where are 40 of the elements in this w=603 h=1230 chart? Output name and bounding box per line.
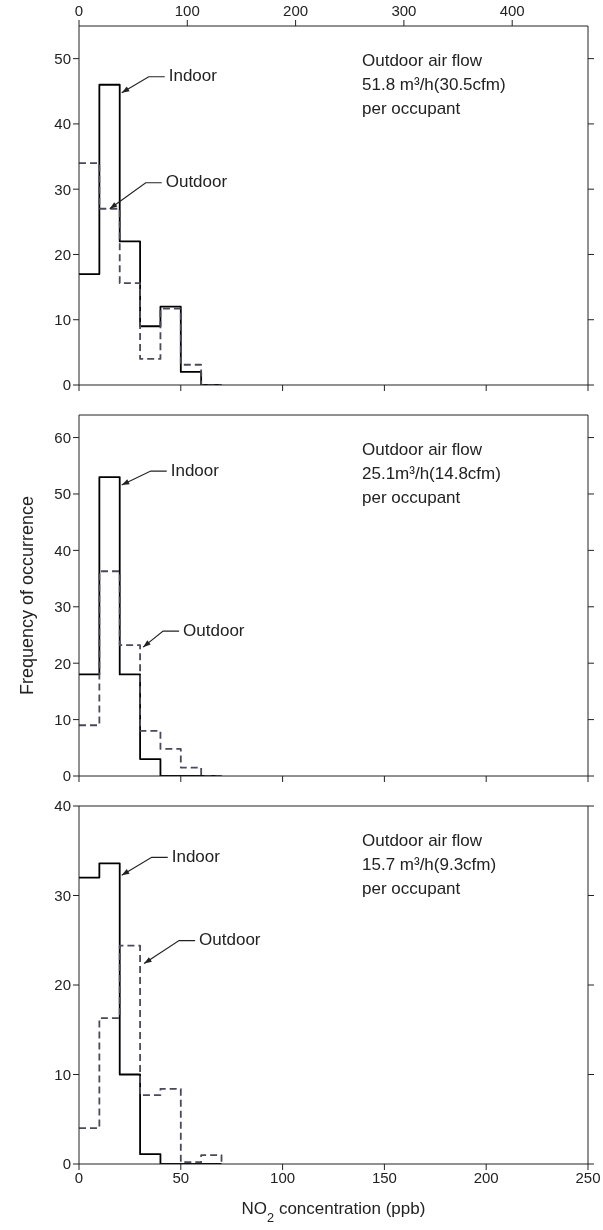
x-tick-label: 0 [74,1168,84,1186]
y-tick-label: 20 [54,654,71,672]
y-tick-label: 50 [54,49,71,67]
text: Indoor [168,66,218,86]
y-tick-label: 20 [54,976,71,994]
y-tick-label: 30 [54,886,71,904]
y-axis-title: Frequency of occurrence [16,495,37,696]
y-tick-label: 30 [54,180,71,198]
annotation: Outdoor air flow 51.8 m³/h(30.5cfm) per occupant [362,51,506,118]
y-tick-label: 10 [54,311,71,329]
x-axis-title: NO$_{2}$ concentration (ppb) [241,1199,426,1225]
text: Indoor [170,460,220,480]
annotation: Outdoor air flow 15.7 m³/h(9.3cfm) per occupant [362,831,497,898]
x2-tick-label: 300 [391,2,417,19]
x-tick-label: 50 [172,1168,190,1186]
text: Outdoor [165,172,228,192]
x-tick-label: 100 [270,1168,296,1186]
x2-tick-label: 200 [283,2,309,19]
x-tick-label: 250 [575,1168,601,1186]
x2-tick-label: 400 [499,2,525,19]
y-tick-label: 40 [54,115,71,133]
annotation: Outdoor air flow 25.1m³/h(14.8cfm) per occupant [362,440,501,507]
y-tick-label: 20 [54,245,71,263]
x-tick-label: 150 [371,1168,397,1186]
y-tick-label: 10 [54,710,71,728]
x-tick-label: 200 [473,1168,499,1186]
y-tick-label: 50 [54,485,71,503]
text: Indoor [171,846,221,866]
text: Outdoor [199,930,261,950]
y-tick-label: 40 [54,541,71,559]
y-tick-label: 0 [62,376,71,394]
x2-tick-label: 100 [174,2,200,19]
y-tick-label: 0 [62,1155,71,1173]
y-tick-label: 10 [54,1065,71,1083]
text: Outdoor [183,620,245,640]
y-tick-label: 40 [54,797,71,815]
y-tick-label: 60 [54,428,71,446]
y-tick-label: 30 [54,598,71,616]
y-tick-label: 0 [62,767,71,785]
x2-tick-label: 0 [74,2,84,19]
